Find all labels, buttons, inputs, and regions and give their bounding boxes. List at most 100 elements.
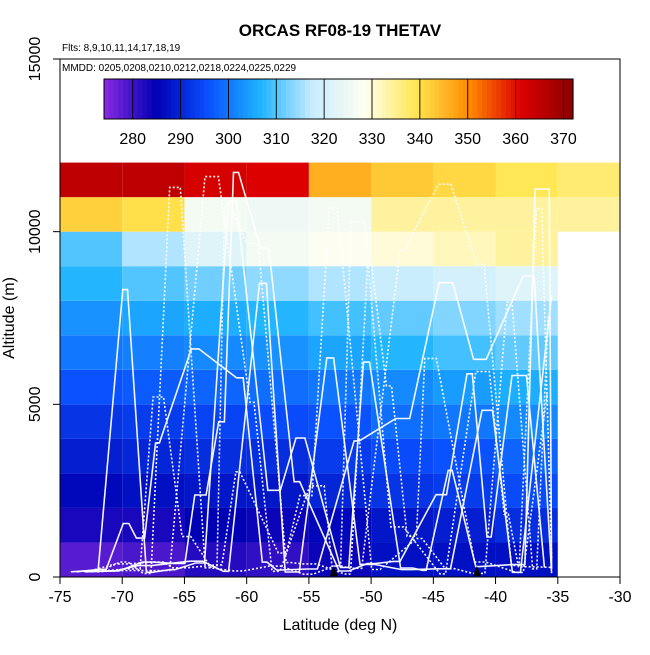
colorbar-swatch: [333, 79, 340, 119]
colorbar-swatch: [218, 79, 225, 119]
colorbar-swatch: [300, 79, 306, 119]
x-tick-label: -75: [48, 589, 71, 606]
heatmap-cell: [495, 162, 558, 198]
colorbar-swatch: [462, 79, 469, 119]
x-tick-label: -60: [235, 589, 258, 606]
heatmap-cell: [495, 438, 558, 474]
colorbar-swatch: [309, 79, 316, 119]
flight-tracks: [70, 171, 553, 575]
heatmap-cell: [60, 231, 123, 267]
heatmap-cell: [433, 231, 496, 267]
colorbar-swatch: [558, 79, 565, 119]
heatmap-cell: [371, 507, 434, 543]
colorbar-swatch: [204, 79, 210, 119]
heatmap-cell: [557, 197, 620, 232]
colorbar-swatch: [108, 79, 115, 119]
y-tick-label: 0: [27, 572, 44, 581]
colorbar-swatch: [252, 79, 258, 119]
x-tick-label: -65: [173, 589, 196, 606]
heatmap-cell: [60, 197, 123, 232]
flights-note: Flts: 8,9,10,11,14,17,18,19: [62, 43, 181, 54]
heatmap-cell: [184, 162, 247, 198]
flight-track: [70, 188, 553, 574]
heatmap-cell: [246, 197, 309, 232]
flight-track: [86, 207, 550, 575]
colorbar-swatch: [142, 79, 148, 119]
heatmap-cell: [60, 335, 123, 370]
heatmap-cell: [308, 266, 372, 301]
colorbar-swatch: [305, 79, 311, 119]
heatmap-cell: [60, 266, 123, 301]
colorbar-swatch: [529, 79, 536, 119]
heatmap-cell: [495, 335, 558, 370]
colorbar-swatch: [175, 79, 182, 119]
colorbar-swatch: [477, 79, 483, 119]
heatmap-cell: [433, 335, 496, 370]
colorbar-swatch: [137, 79, 143, 119]
x-tick-label: -50: [360, 589, 383, 606]
colorbar-swatch: [271, 79, 277, 119]
colorbar-swatch: [424, 79, 431, 119]
colorbar-swatch: [194, 79, 201, 119]
y-axis-label: Altitude (m): [1, 277, 18, 359]
colorbar-tick-label: 330: [359, 131, 386, 148]
flight-marker: [329, 566, 338, 576]
colorbar-swatch: [156, 79, 163, 119]
colorbar-swatch: [161, 79, 167, 119]
heatmap-cell: [122, 266, 185, 301]
heatmap-cell: [60, 300, 123, 336]
colorbar-swatch: [534, 79, 541, 119]
heatmap-cell: [495, 231, 558, 267]
colorbar-tick-label: 310: [263, 131, 290, 148]
flight-track: [98, 183, 553, 575]
heatmap-cell: [371, 231, 434, 267]
colorbar-tick-label: 300: [215, 131, 242, 148]
heatmap-cell: [184, 507, 247, 543]
colorbar-swatch: [190, 79, 196, 119]
flight-track: [76, 275, 553, 574]
heatmap-cell: [122, 231, 185, 267]
colorbar-swatch: [395, 79, 402, 119]
heatmap-cell: [122, 197, 185, 232]
heatmap-cell: [308, 231, 372, 267]
heatmap-cell: [433, 162, 496, 198]
heatmap-cell: [60, 162, 123, 198]
colorbar-swatch: [539, 79, 545, 119]
colorbar-swatch: [510, 79, 517, 119]
flight-markers: [329, 566, 481, 576]
colorbar-swatch: [295, 79, 301, 119]
colorbar-swatch: [281, 79, 287, 119]
heatmap-cell: [184, 300, 247, 336]
colorbar-tick-label: 370: [550, 131, 577, 148]
colorbar-swatch: [104, 79, 110, 119]
colorbar-swatch: [506, 79, 512, 119]
flight-track: [91, 205, 548, 575]
colorbar-swatch: [400, 79, 407, 119]
x-tick-label: -70: [111, 589, 134, 606]
flight-marker: [472, 566, 481, 576]
y-tick-label: 5000: [27, 386, 44, 422]
colorbar-swatch: [214, 79, 220, 119]
colorbar-swatch: [127, 79, 134, 119]
dates-note: MMDD: 0205,0208,0210,0212,0218,0224,0225…: [62, 63, 297, 74]
colorbar-swatch: [439, 79, 445, 119]
colorbar-swatch: [357, 79, 364, 119]
x-tick-label: -35: [546, 589, 569, 606]
heatmap-cell: [371, 300, 434, 336]
colorbar-swatch: [467, 79, 474, 119]
colorbar-swatch: [568, 79, 574, 119]
colorbar-swatch: [123, 79, 129, 119]
colorbar-swatch: [285, 79, 292, 119]
colorbar-swatch: [199, 79, 206, 119]
colorbar-swatch: [171, 79, 177, 119]
colorbar-swatch: [343, 79, 349, 119]
colorbar-swatch: [209, 79, 215, 119]
heatmap-cell: [371, 266, 434, 301]
colorbar-swatch: [247, 79, 253, 119]
heatmap-cell: [495, 197, 558, 232]
x-tick-label: -45: [422, 589, 445, 606]
colorbar-swatch: [491, 79, 498, 119]
colorbar: 280 290 300 310 320 330 340 350 360 370: [103, 78, 577, 148]
colorbar-tick-label: 340: [407, 131, 434, 148]
